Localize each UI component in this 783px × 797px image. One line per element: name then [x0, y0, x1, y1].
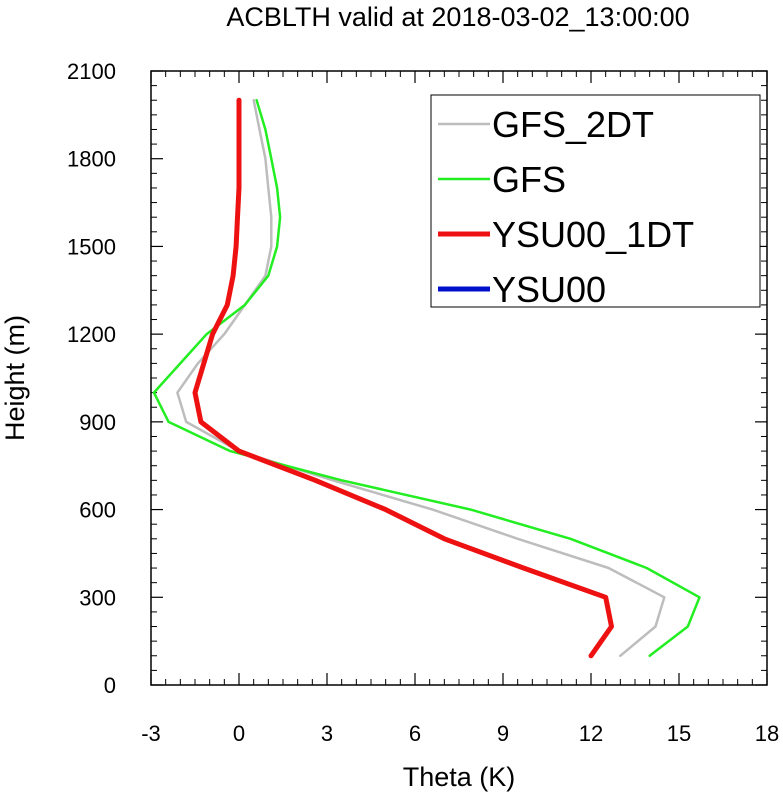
legend: GFS_2DT GFS YSU00_1DT YSU00 — [430, 94, 761, 310]
series-layer — [152, 97, 701, 659]
legend-label: YSU00_1DT — [492, 214, 694, 255]
y-tick-label: 1200 — [67, 322, 116, 347]
legend-label: GFS_2DT — [492, 104, 654, 145]
y-tick-label: 1800 — [67, 147, 116, 172]
chart-title: ACBLTH valid at 2018-03-02_13:00:00 — [226, 2, 689, 32]
x-tick-label: 15 — [667, 721, 691, 746]
y-axis-title: Height (m) — [0, 315, 30, 441]
x-axis-title: Theta (K) — [403, 762, 516, 792]
y-tick-label: 2100 — [67, 59, 116, 84]
x-tick-label: 18 — [755, 721, 779, 746]
x-tick-label: 0 — [233, 721, 245, 746]
legend-label: GFS — [492, 159, 566, 200]
axis-ticks: -3 0 3 6 9 12 15 18 0 300 600 900 1200 1500 1800 2100 — [67, 59, 779, 746]
y-tick-label: 600 — [79, 498, 116, 523]
x-tick-label: -3 — [141, 721, 161, 746]
x-tick-label: 9 — [497, 721, 509, 746]
x-tick-label: 12 — [579, 721, 603, 746]
x-tick-label: 3 — [321, 721, 333, 746]
y-tick-label: 0 — [104, 673, 116, 698]
y-tick-label: 900 — [79, 410, 116, 435]
legend-label: YSU00 — [492, 269, 606, 310]
series-line-gfs — [152, 98, 701, 658]
legend-box — [430, 94, 761, 308]
series-line-ysu00-1dt — [192, 97, 614, 659]
y-tick-label: 1500 — [67, 234, 116, 259]
y-tick-label: 300 — [79, 585, 116, 610]
x-tick-label: 6 — [409, 721, 421, 746]
series-line-gfs-2dt — [176, 98, 666, 658]
